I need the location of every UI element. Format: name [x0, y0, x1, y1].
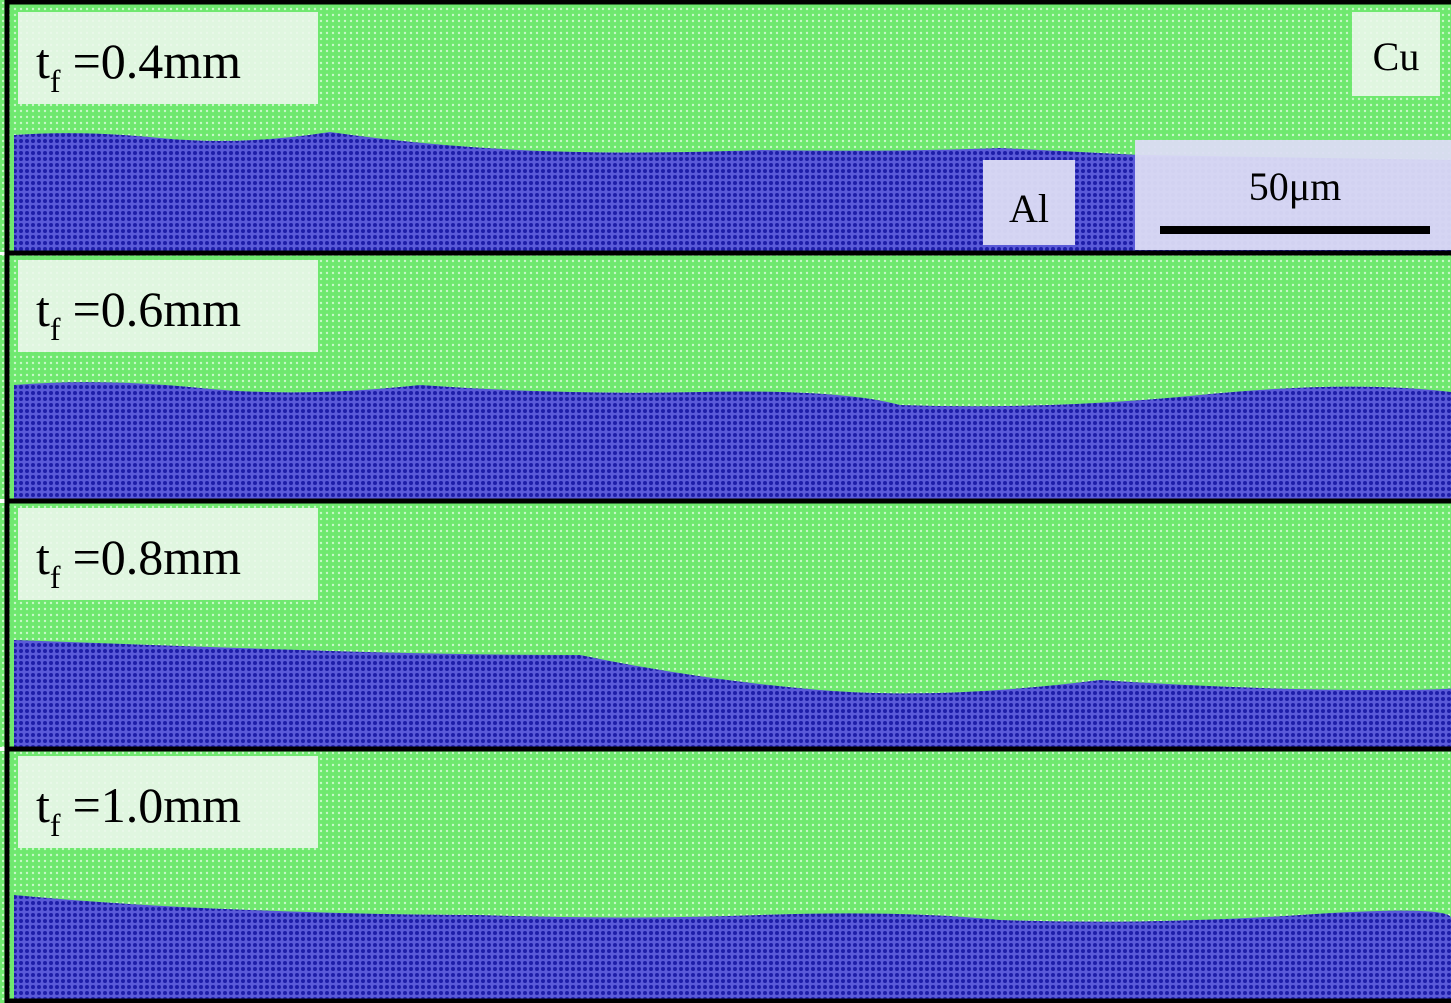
symbol: t	[36, 281, 50, 337]
al-region	[14, 382, 1451, 499]
panel: tf =0.6mm	[0, 255, 1451, 499]
subscript: f	[50, 807, 61, 843]
value: =0.8mm	[73, 529, 242, 585]
symbol: t	[36, 777, 50, 833]
symbol: t	[36, 33, 50, 89]
cu-label: Cu	[1373, 34, 1420, 79]
subscript: f	[50, 559, 61, 595]
subscript: f	[50, 63, 61, 99]
symbol: t	[36, 529, 50, 585]
al-label: Al	[1009, 186, 1049, 231]
panel: tf =0.4mm Cu Al 50μm	[0, 0, 1451, 252]
value: =0.6mm	[73, 281, 242, 337]
scale-label: 50μm	[1249, 164, 1342, 209]
value: =0.4mm	[73, 33, 242, 89]
panel: tf =1.0mm	[0, 751, 1451, 1003]
panel: tf =0.8mm	[0, 503, 1451, 747]
value: =1.0mm	[73, 777, 242, 833]
figure: tf=0.4mm Cu Al 50μm tf=0.6mm tf=0.8mm tf…	[0, 0, 1451, 1003]
subscript: f	[50, 311, 61, 347]
